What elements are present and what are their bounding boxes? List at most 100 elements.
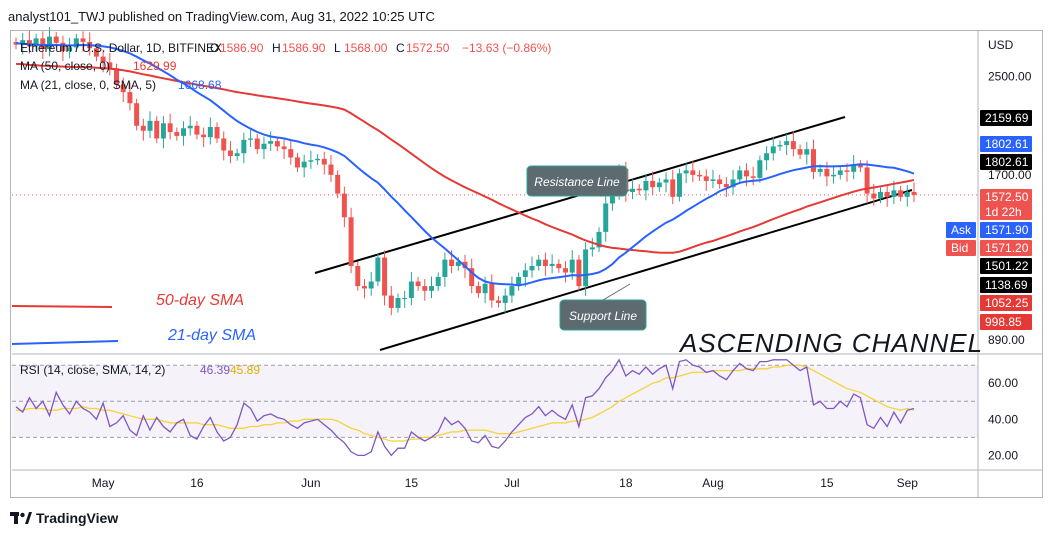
resistance-callout-pointer — [599, 189, 631, 197]
candle — [114, 63, 120, 90]
candle — [898, 185, 904, 202]
candle-body — [428, 286, 434, 291]
resistance-callout-text: Resistance Line — [534, 175, 620, 189]
candle — [851, 155, 857, 180]
resistance-callout[interactable]: Resistance Line — [526, 165, 631, 197]
candle-body — [348, 217, 354, 267]
candle — [328, 155, 334, 183]
candle — [650, 171, 656, 195]
price-tag-text: Ask — [951, 223, 972, 237]
candle — [676, 168, 682, 202]
candle — [770, 136, 776, 161]
candle-body — [817, 168, 823, 172]
candle — [904, 184, 910, 207]
candle — [308, 150, 314, 169]
price-tag: 1802.61 — [980, 136, 1032, 152]
candle-body — [321, 158, 327, 165]
candle-body — [475, 286, 481, 294]
candle-body — [911, 191, 917, 195]
candle-body — [837, 170, 843, 175]
candle-body — [455, 261, 461, 267]
candle-body — [315, 158, 321, 161]
candle — [368, 271, 374, 296]
candle — [160, 116, 166, 149]
candle-body — [516, 276, 522, 287]
candle-body — [227, 150, 233, 157]
price-tag: 1d 22h — [980, 204, 1032, 220]
candle-body — [214, 127, 220, 139]
candle-body — [723, 184, 729, 188]
candle — [529, 256, 535, 278]
price-tag-bg — [980, 277, 1032, 293]
candle — [341, 186, 347, 228]
time-axis-tick: 16 — [190, 476, 204, 490]
candle-body — [422, 286, 428, 291]
candle-body — [891, 190, 897, 197]
candle — [864, 160, 870, 204]
candle-body — [335, 174, 341, 194]
resistance-callout-box — [526, 165, 628, 197]
candle-body — [402, 297, 408, 299]
price-tag: 1571.90 — [980, 222, 1032, 238]
price-tag: Ask — [946, 222, 976, 238]
candle-body — [207, 127, 213, 138]
price-tag-text: 1d 22h — [985, 205, 1022, 219]
candle-body — [154, 120, 160, 139]
candle-body — [174, 132, 180, 136]
candle-body — [576, 259, 582, 287]
candle — [274, 136, 280, 152]
price-tag-bg — [980, 314, 1032, 330]
candle — [442, 252, 448, 287]
candle-body — [569, 259, 575, 273]
candle-body — [636, 188, 642, 191]
candle-body — [375, 257, 381, 282]
candle-body — [743, 170, 749, 177]
time-axis-tick: 15 — [405, 476, 419, 490]
legend-50-line — [11, 305, 113, 308]
candle-body — [40, 38, 46, 50]
candle-body — [790, 141, 796, 150]
symbol-title: Ethereum / U.S. Dollar, 1D, BITFINEX — [20, 41, 222, 55]
tradingview-branding[interactable]: TradingView — [10, 508, 118, 528]
candle-body — [589, 247, 595, 250]
candle — [757, 155, 763, 183]
candle — [402, 290, 408, 308]
candle-body — [737, 170, 743, 180]
price-tag-bg — [980, 189, 1032, 205]
candle-body — [33, 38, 39, 47]
ma50-line — [15, 62, 915, 254]
candle-body — [408, 281, 414, 298]
candle — [382, 250, 388, 306]
candle-body — [368, 281, 374, 289]
candle-body — [20, 40, 26, 45]
candle — [281, 139, 287, 160]
candle-body — [127, 92, 133, 104]
candle — [348, 207, 354, 274]
candle-body — [650, 180, 656, 188]
price-axis-tick: 890.00 — [988, 333, 1025, 347]
candle — [683, 163, 689, 184]
candle-body — [898, 190, 904, 197]
candle-body — [388, 295, 394, 308]
candle — [261, 136, 267, 160]
candle — [697, 170, 703, 182]
candle-body — [797, 149, 803, 155]
support-callout[interactable]: Support Line — [559, 283, 647, 331]
candle — [522, 263, 528, 287]
candle — [248, 128, 254, 148]
candle-body — [496, 300, 502, 303]
candle — [636, 184, 642, 195]
candle — [408, 271, 414, 306]
candle — [589, 237, 595, 257]
candle — [556, 259, 562, 273]
rsi-ma-line — [16, 364, 915, 442]
candle-body — [415, 281, 421, 287]
candle-body — [114, 68, 120, 85]
candle-body — [301, 161, 307, 168]
chart-frame — [10, 30, 1043, 498]
price-tag: 1802.61 — [980, 154, 1032, 170]
candle-body — [469, 268, 475, 287]
candle-body — [596, 231, 602, 248]
candle — [80, 31, 86, 52]
